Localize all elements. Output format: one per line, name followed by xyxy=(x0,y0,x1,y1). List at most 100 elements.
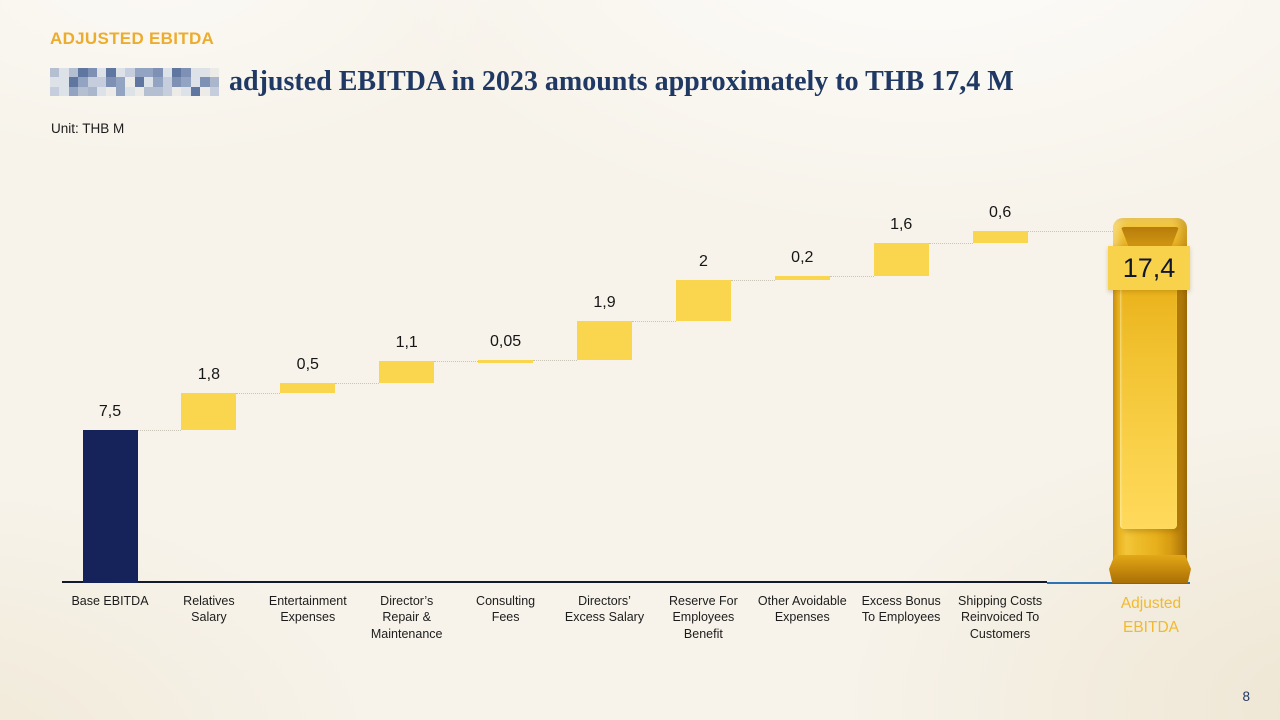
redaction-pixel xyxy=(181,77,191,87)
section-eyebrow: ADJUSTED EBITDA xyxy=(50,29,215,48)
redaction-pixel xyxy=(78,77,88,87)
redaction-pixel xyxy=(181,86,191,97)
waterfall-bar xyxy=(972,231,1028,244)
gold-ingot-total-bar: 17,4 xyxy=(1108,218,1191,583)
redaction-pixel xyxy=(59,77,69,87)
redaction-pixel xyxy=(115,86,126,97)
connector-line xyxy=(137,429,182,431)
redaction-pixel xyxy=(162,86,173,97)
redaction-pixel xyxy=(172,86,182,97)
redaction-pixel xyxy=(59,67,69,78)
redaction-pixel xyxy=(50,67,60,78)
redaction-pixel xyxy=(134,86,144,97)
redacted-company-name xyxy=(50,67,220,97)
redaction-pixel xyxy=(143,77,154,87)
bar-category-label: Excess Bonus To Employees xyxy=(861,594,941,625)
redaction-pixel xyxy=(172,67,182,78)
waterfall-bar xyxy=(280,383,336,394)
redaction-pixel xyxy=(200,86,210,97)
redaction-pixel xyxy=(162,67,173,78)
bar-category-label: Shipping Costs Reinvoiced To Customers xyxy=(958,594,1043,641)
redaction-pixel xyxy=(200,77,210,87)
redaction-pixel xyxy=(68,67,79,78)
redaction-pixel xyxy=(106,86,116,97)
slide-title: adjusted EBITDA in 2023 amounts approxim… xyxy=(50,66,1014,98)
redaction-pixel xyxy=(209,86,220,97)
bar-category-label: Other Avoidable Expenses xyxy=(757,594,847,625)
redaction-pixel xyxy=(78,86,88,97)
waterfall-bar-base xyxy=(82,429,138,583)
redaction-pixel xyxy=(209,67,220,78)
redaction-pixel xyxy=(190,67,201,78)
redaction-pixel xyxy=(68,77,79,87)
waterfall-bar xyxy=(675,280,731,321)
connector-line xyxy=(632,320,676,322)
connector-line xyxy=(1027,231,1113,233)
redaction-pixel xyxy=(96,86,107,97)
redaction-pixel xyxy=(209,77,220,87)
redaction-pixel xyxy=(190,86,201,97)
connector-line xyxy=(533,359,577,361)
slide-title-text: adjusted EBITDA in 2023 amounts approxim… xyxy=(229,66,1014,97)
bar-value-label: 7,5 xyxy=(98,402,122,420)
redaction-pixel xyxy=(106,67,116,78)
bar-category-label: Relatives Salary xyxy=(183,594,235,625)
bar-value-label: 0,6 xyxy=(988,204,1012,222)
connector-line xyxy=(434,360,479,362)
x-axis-line xyxy=(62,581,1047,583)
connector-line xyxy=(829,275,874,277)
waterfall-bar xyxy=(577,320,632,360)
redaction-pixel xyxy=(87,77,97,87)
bar-value-label: 1,9 xyxy=(593,293,616,311)
redaction-pixel xyxy=(78,67,88,78)
redaction-pixel xyxy=(115,67,126,78)
waterfall-bar xyxy=(181,393,237,430)
redaction-pixel xyxy=(153,77,163,87)
redaction-pixel xyxy=(134,77,144,87)
redaction-pixel xyxy=(153,67,163,78)
redaction-pixel xyxy=(96,67,107,78)
bar-value-label: 0,2 xyxy=(791,248,814,266)
redaction-pixel xyxy=(59,86,69,97)
redaction-pixel xyxy=(153,86,163,97)
gold-ingot-foot xyxy=(1109,555,1191,583)
redaction-pixel xyxy=(106,77,116,87)
bar-category-label: Entertainment Expenses xyxy=(268,594,347,625)
waterfall-bar xyxy=(873,243,929,276)
bar-value-label: 2 xyxy=(698,253,708,271)
redaction-pixel xyxy=(125,86,135,97)
redaction-pixel xyxy=(143,67,154,78)
redaction-pixel xyxy=(134,67,144,78)
bar-category-label: Directors’ Excess Salary xyxy=(564,594,645,625)
redaction-pixel xyxy=(96,77,107,87)
redaction-pixel xyxy=(68,86,79,97)
bar-category-label: Director’s Repair & Maintenance xyxy=(370,594,443,641)
gold-ingot-body xyxy=(1113,248,1187,561)
redaction-pixel xyxy=(143,86,154,97)
gold-ingot-panel xyxy=(1120,286,1177,529)
connector-line xyxy=(236,393,281,395)
redaction-pixel xyxy=(125,77,135,87)
redaction-pixel xyxy=(200,67,210,78)
redaction-pixel xyxy=(87,86,97,97)
redaction-pixel xyxy=(115,77,126,87)
redaction-pixel xyxy=(125,67,135,78)
bar-category-label: Consulting Fees xyxy=(476,594,536,625)
page-number: 8 xyxy=(1242,689,1250,704)
connector-line xyxy=(730,280,775,282)
bar-value-label: 1,6 xyxy=(890,216,913,234)
redaction-pixel xyxy=(87,67,97,78)
total-category-label: Adjusted EBITDA xyxy=(1120,595,1182,637)
redaction-pixel xyxy=(172,77,182,87)
redaction-pixel xyxy=(181,67,191,78)
bar-value-label: 0,5 xyxy=(296,356,319,374)
waterfall-bar xyxy=(379,360,435,384)
redaction-pixel xyxy=(50,77,60,87)
unit-label: Unit: THB M xyxy=(51,121,125,136)
connector-line xyxy=(335,383,380,385)
bar-category-label: Base EBITDA xyxy=(71,594,149,608)
bar-value-label: 1,8 xyxy=(197,366,221,384)
bar-value-label: 1,1 xyxy=(395,333,418,351)
